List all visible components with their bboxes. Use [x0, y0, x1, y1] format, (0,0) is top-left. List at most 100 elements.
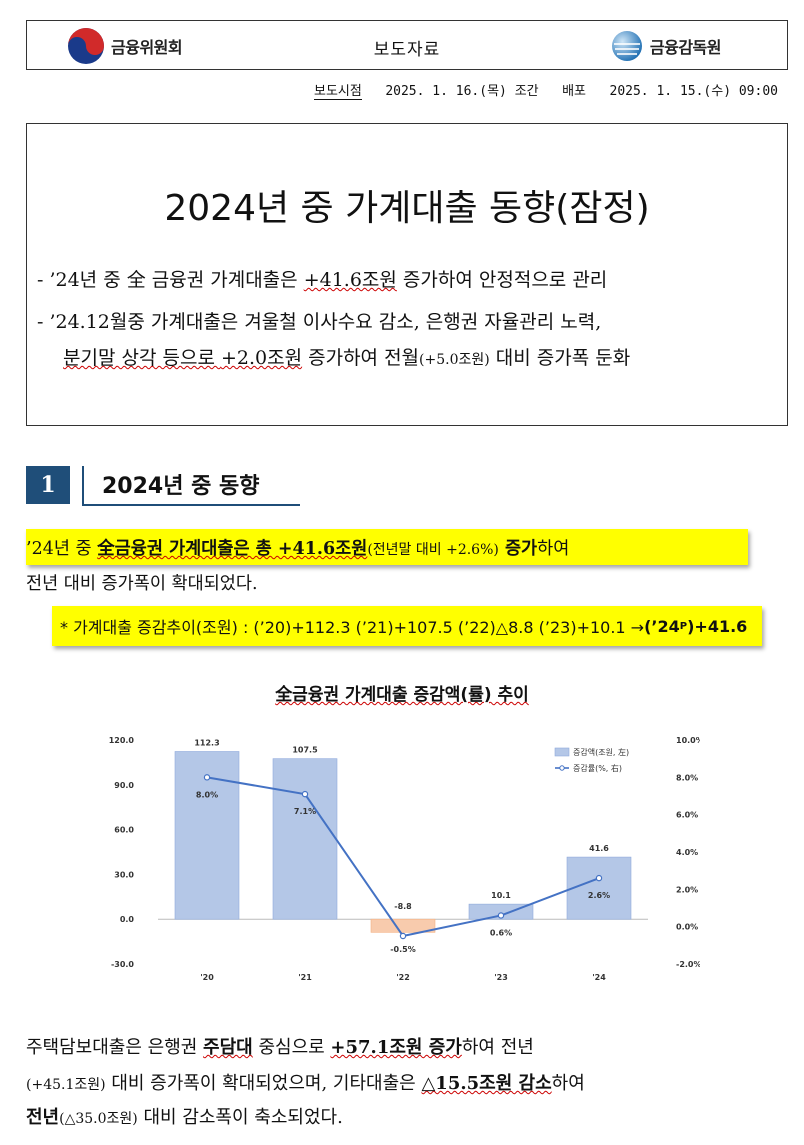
- rate-label: 0.6%: [490, 928, 512, 937]
- paragraph-2-line-1: 주택담보대출은 은행권 주담대 중심으로 +57.1조원 증가하여 전년: [26, 1033, 534, 1059]
- bar-value-label: 112.3: [194, 738, 219, 747]
- legend-line-label: 증감률(%, 右): [573, 763, 622, 773]
- fss-logo: 금융감독원: [610, 29, 722, 63]
- bullet-2-small: (+5.0조원): [419, 352, 490, 368]
- x-tick-label: '23: [494, 973, 508, 982]
- para2-mid: 중심으로: [252, 1037, 331, 1058]
- x-tick-label: '21: [298, 973, 312, 982]
- trend-last-post: )+41.6: [687, 616, 748, 636]
- section-bar: [82, 466, 84, 504]
- bar-value-label: 107.5: [292, 746, 318, 755]
- fsc-logo: 금융위원회: [67, 27, 183, 65]
- legend-line-marker: [559, 765, 565, 771]
- y-right-tick-label: 6.0%: [676, 811, 698, 820]
- y-right-tick-label: 4.0%: [676, 848, 698, 857]
- y-right-tick-label: -2.0%: [676, 960, 700, 969]
- x-tick-label: '24: [592, 973, 606, 982]
- rate-point: [399, 932, 407, 940]
- fss-name: 금융감독원: [649, 38, 722, 57]
- rate-point: [301, 790, 309, 798]
- fss-emblem-icon: [611, 31, 642, 61]
- release-info: 보도시점 2025. 1. 16.(목) 조간 배포 2025. 1. 15.(…: [314, 80, 779, 100]
- summary-box: 2024년 중 가계대출 동향(잠정) - ’24년 중 全 금융권 가계대출은…: [26, 123, 788, 426]
- y-right-tick-label: 10.0%: [676, 736, 700, 745]
- bullet-2-mid: 증가하여 전월: [302, 347, 420, 369]
- release-time-value: 2025. 1. 16.(목) 조간: [385, 84, 539, 99]
- release-dist-value: 2025. 1. 15.(수) 09:00: [609, 84, 779, 99]
- section-title: 2024년 중 동향: [102, 474, 260, 499]
- section-underline: [82, 504, 300, 506]
- household-loan-chart: -30.0 0.0 30.0 60.0 90.0 120.0 -2.0% 0.0% 2.0% 4.…: [109, 736, 700, 982]
- bar-value-label: 41.6: [589, 844, 609, 853]
- rate-label: -0.5%: [390, 945, 416, 954]
- y-right-tick-label: 0.0%: [676, 923, 698, 932]
- bar: [370, 918, 436, 933]
- highlight-block: [26, 529, 748, 565]
- para1-pre: ’24년 중: [26, 539, 98, 559]
- bullet-1-value: +41.6조원: [303, 269, 397, 291]
- section-number: 1: [26, 466, 70, 504]
- trend-last-pre: (’24: [644, 616, 680, 636]
- summary-bullet-2: - ’24.12월중 가계대출은 겨울철 이사수요 감소, 은행권 자율관리 노…: [37, 311, 602, 333]
- y-left-tick-label: 90.0: [114, 781, 134, 790]
- rate-line: [206, 776, 600, 938]
- y-right-tick-label: 8.0%: [676, 773, 698, 782]
- para1-post: 하여: [537, 539, 570, 559]
- y-left-tick-label: 60.0: [114, 826, 134, 835]
- bar-value-label: 10.1: [491, 891, 511, 900]
- x-tick-label: '22: [396, 973, 410, 982]
- fsc-name: 금융위원회: [111, 38, 183, 57]
- bar-value-label: -8.8: [394, 902, 412, 911]
- x-tick-label: '20: [200, 973, 214, 982]
- trend-last-sup: P: [679, 620, 688, 632]
- bar: [272, 758, 338, 920]
- rate-label: 2.6%: [588, 891, 610, 900]
- fsc-emblem-icon: [68, 28, 104, 64]
- y-left-tick-label: 120.0: [109, 736, 135, 745]
- summary-bullet-1: - ’24년 중 全 금융권 가계대출은 +41.6조원 증가하여 안정적으로 …: [37, 265, 607, 292]
- bullet-1-text: - ’24년 중 全 금융권 가계대출은: [37, 269, 304, 291]
- para2-c-bold: 전년: [26, 1107, 60, 1128]
- bar: [566, 856, 632, 920]
- chart-title: 全금융권 가계대출 증감액(률) 추이: [0, 680, 804, 705]
- release-dist-label: 배포: [562, 84, 587, 99]
- bullet-2-cont-text: 분기말 상각 등으로: [63, 347, 221, 369]
- para2-b-post: 하여: [551, 1073, 585, 1094]
- para2-b-small: (+45.1조원): [26, 1077, 106, 1093]
- paragraph-2-line-3: 전년(△35.0조원) 대비 감소폭이 축소되었다.: [26, 1103, 343, 1129]
- page-title: 2024년 중 가계대출 동향(잠정): [164, 188, 650, 229]
- rate-label: 7.1%: [294, 807, 316, 816]
- rate-point: [595, 874, 603, 882]
- chart-title-text: 全금융권 가계대출 증감액(률) 추이: [275, 685, 529, 705]
- paragraph-1-line-1: ’24년 중 全금융권 가계대출은 총 +41.6조원(전년말 대비 +2.6%…: [26, 535, 569, 560]
- rate-point: [497, 912, 505, 919]
- rate-point: [203, 774, 211, 781]
- para2-bold: 주담대: [203, 1037, 253, 1058]
- y-left-tick-label: -30.0: [111, 960, 134, 969]
- para1-bold2: 증가: [498, 539, 538, 559]
- bullet-2-tail: 대비 증가폭 둔화: [489, 347, 631, 369]
- para1-small: (전년말 대비 +2.6%): [367, 542, 499, 558]
- legend-bar-label: 증감액(조원, 左): [573, 747, 629, 757]
- para2-value: +57.1조원 증가: [330, 1037, 462, 1058]
- para2-c-small: (△35.0조원): [59, 1111, 138, 1127]
- y-left-tick-label: 30.0: [114, 870, 134, 879]
- release-time-label: 보도시점: [314, 84, 362, 100]
- trend-note: * 가계대출 증감추이(조원) : (’20)+112.3 (’21)+107.…: [52, 606, 762, 646]
- para2-b-value: △15.5조원 감소: [421, 1073, 552, 1094]
- bar: [468, 903, 534, 920]
- rate-label: 8.0%: [196, 790, 218, 799]
- trend-label: * 가계대출 증감추이(조원) : (’20)+112.3 (’21)+107.…: [60, 618, 645, 637]
- y-right-tick-label: 2.0%: [676, 885, 698, 894]
- para2-pre: 주택담보대출은 은행권: [26, 1037, 204, 1058]
- legend-bar-swatch: [554, 747, 570, 757]
- paragraph-2-line-2: (+45.1조원) 대비 증가폭이 확대되었으며, 기타대출은 △15.5조원 …: [26, 1069, 585, 1095]
- para2-b-mid: 대비 증가폭이 확대되었으며, 기타대출은: [105, 1073, 422, 1094]
- y-left-tick-label: 0.0: [120, 915, 135, 924]
- para2-c-post: 대비 감소폭이 축소되었다.: [137, 1107, 343, 1128]
- press-header: 금융위원회 보도자료 금융감독원: [26, 20, 788, 70]
- para2-post: 하여 전년: [461, 1037, 534, 1058]
- paragraph-1-line-2: 전년 대비 증가폭이 확대되었다.: [26, 574, 258, 594]
- summary-bullet-2-cont: 분기말 상각 등으로 +2.0조원 증가하여 전월(+5.0조원) 대비 증가폭…: [63, 343, 630, 370]
- bullet-2-value: +2.0조원: [220, 347, 303, 369]
